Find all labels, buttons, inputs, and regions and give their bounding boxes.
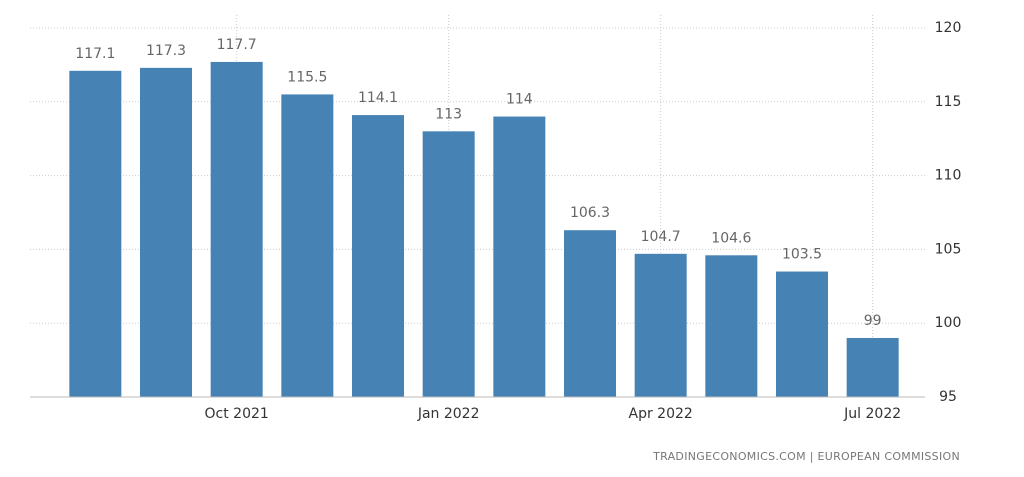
value-label: 117.7 — [217, 37, 257, 53]
value-label: 115.5 — [287, 69, 327, 85]
value-label: 99 — [864, 313, 882, 329]
x-tick-label: Jul 2022 — [843, 406, 901, 422]
y-tick-label: 120 — [935, 20, 962, 36]
bar — [69, 70, 122, 397]
y-tick-label: 100 — [935, 315, 962, 331]
x-tick-label: Oct 2021 — [205, 406, 269, 422]
bar — [493, 116, 546, 397]
x-tick-label: Jan 2022 — [417, 406, 480, 422]
bar — [281, 94, 334, 398]
x-tick-label: Apr 2022 — [629, 406, 693, 422]
bar — [776, 271, 828, 397]
value-label: 114 — [506, 92, 533, 108]
bar — [634, 253, 687, 397]
y-tick-label: 95 — [939, 389, 957, 405]
bar — [140, 67, 192, 398]
value-label: 103.5 — [782, 247, 822, 263]
bar — [422, 131, 475, 397]
bar — [352, 115, 404, 398]
bar — [846, 337, 899, 397]
value-label: 106.3 — [570, 205, 610, 221]
value-label: 117.1 — [75, 46, 115, 62]
y-tick-label: 105 — [935, 241, 962, 257]
value-label: 114.1 — [358, 90, 398, 106]
value-label: 113 — [435, 106, 462, 122]
bar — [705, 255, 758, 397]
bar — [564, 230, 616, 397]
source: TRADINGECONOMICS.COM | EUROPEAN COMMISSI… — [652, 450, 960, 463]
value-label: 104.7 — [641, 229, 681, 245]
bar — [210, 61, 263, 397]
value-label: 117.3 — [146, 43, 186, 59]
y-tick-label: 115 — [935, 94, 962, 110]
value-label: 104.6 — [711, 230, 751, 246]
y-tick-label: 110 — [935, 168, 962, 184]
